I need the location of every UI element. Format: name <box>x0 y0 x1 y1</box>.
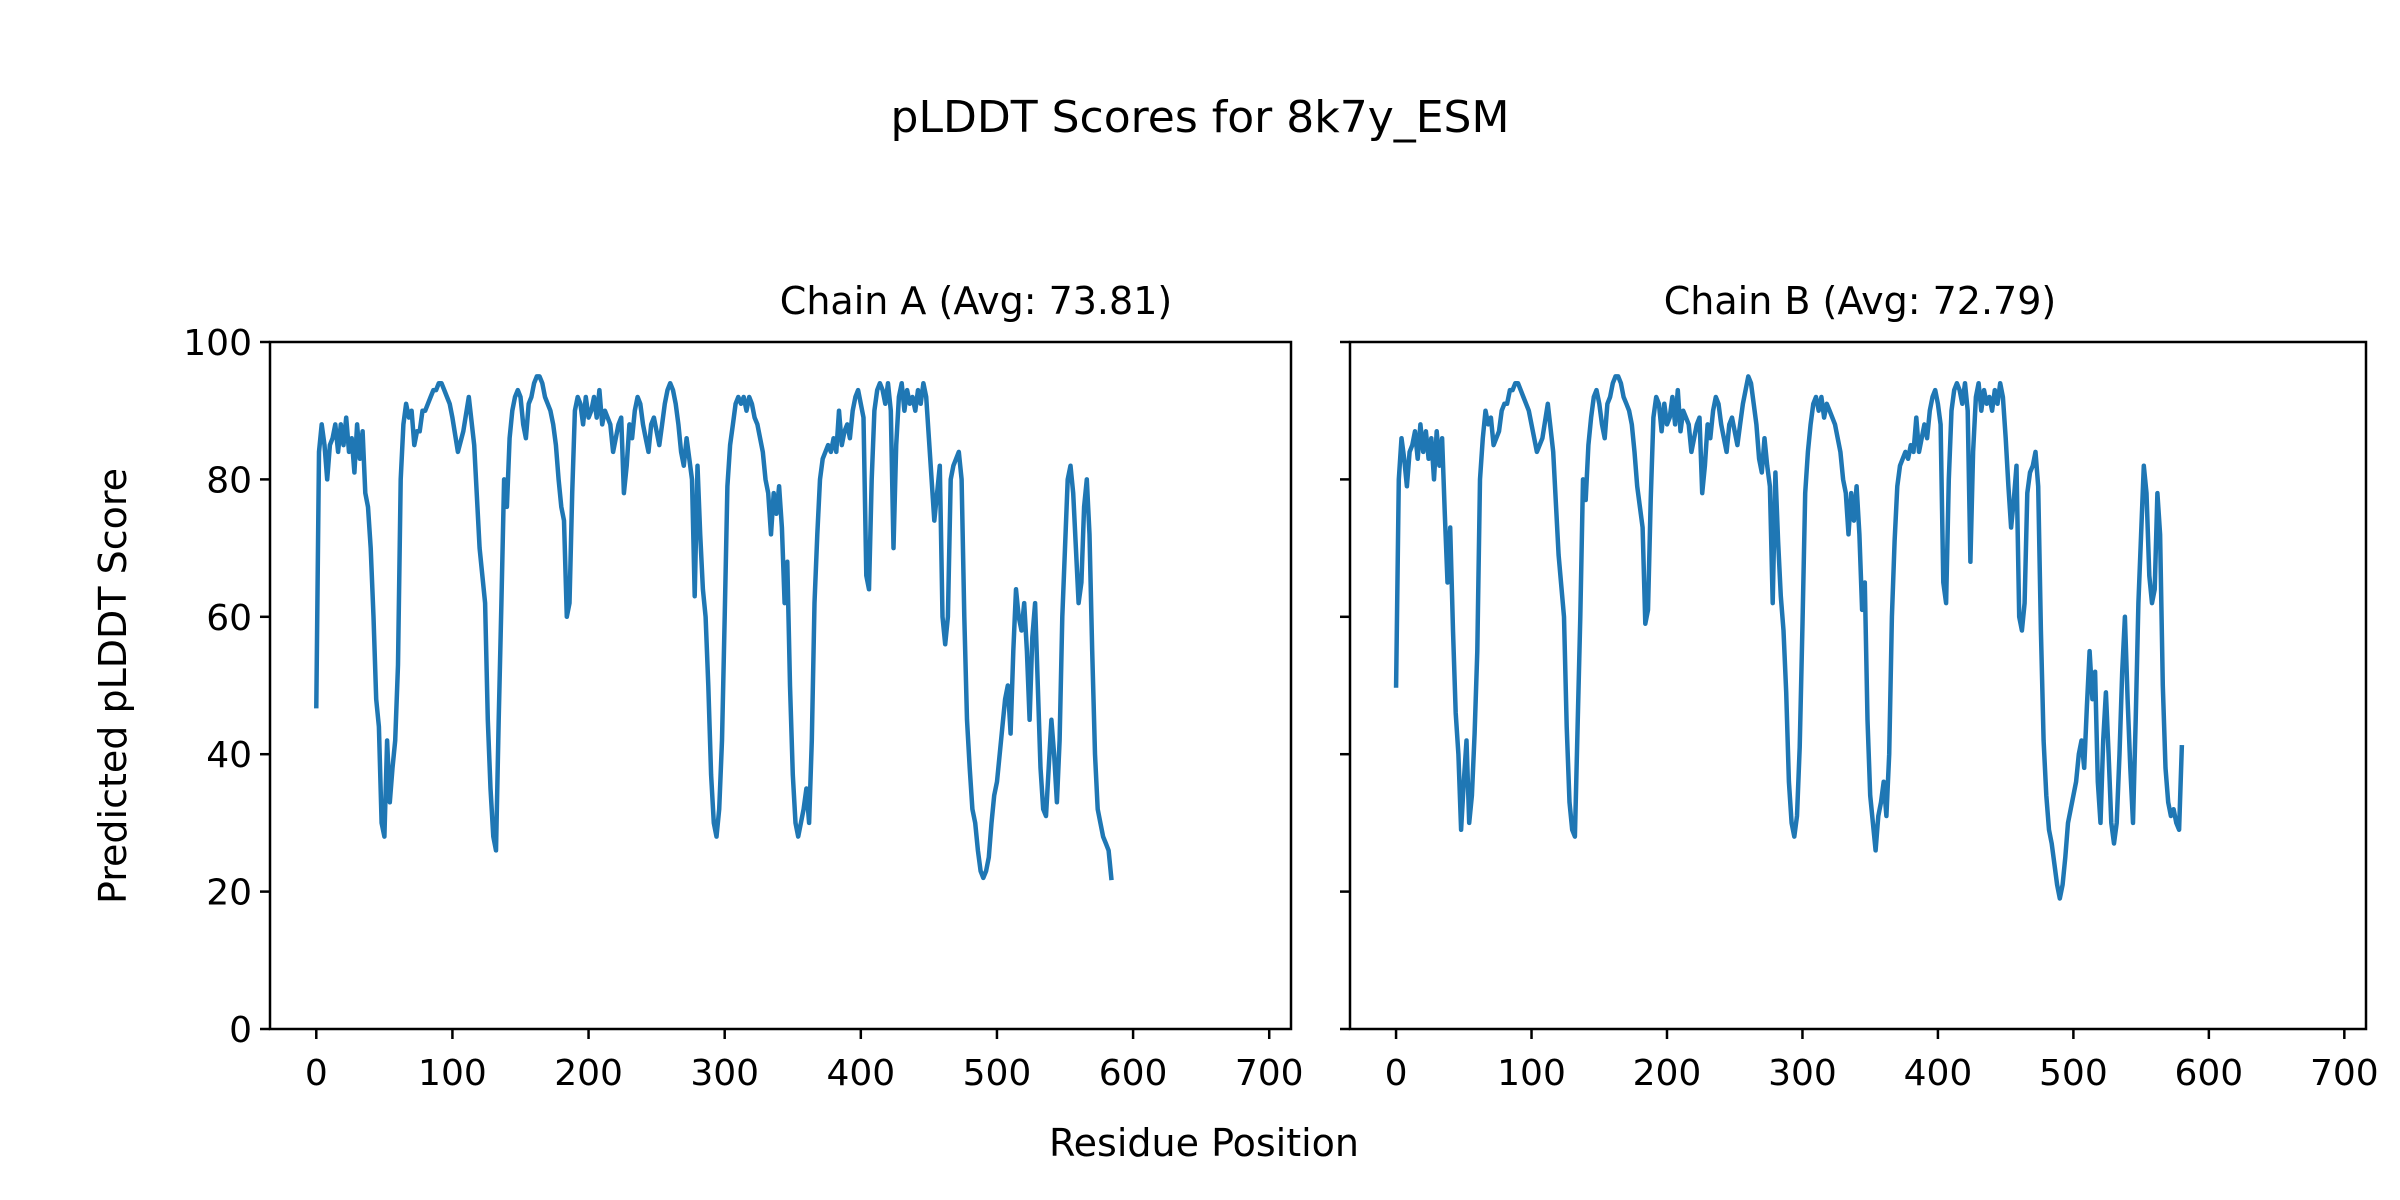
chain-a-x-tick-label: 400 <box>826 1053 895 1094</box>
chain-a-x-tick-label: 300 <box>690 1053 759 1094</box>
chain-a-x-tick-label: 0 <box>305 1053 328 1094</box>
chain-b-x-tick-label: 300 <box>1768 1053 1837 1094</box>
chain-a-x-tick-label: 200 <box>554 1053 623 1094</box>
chain-a-plddt-line <box>314 374 1114 881</box>
chain-b-panel: Chain B (Avg: 72.79) 0 100 200 300 400 500 600… <box>1340 279 2379 1094</box>
chain-a-x-ticks: 0 100 200 300 400 500 600 700 <box>305 1029 1304 1094</box>
chain-a-panel: Chain A (Avg: 73.81) 0 100 200 300 400 500 600… <box>183 279 1303 1094</box>
y-axis-label: Predicted pLDDT Score <box>91 468 135 904</box>
chain-a-x-tick-label: 500 <box>963 1053 1032 1094</box>
chain-b-y-ticks <box>1340 340 1350 1031</box>
chain-b-x-tick-label: 100 <box>1497 1053 1566 1094</box>
chain-a-y-ticks: 0 20 40 60 80 100 <box>183 323 270 1051</box>
chain-a-y-tick-label: 60 <box>206 598 252 639</box>
chain-b-x-tick-label: 500 <box>2039 1053 2108 1094</box>
chain-a-y-tick-label: 40 <box>206 735 252 776</box>
chain-a-x-tick-label: 100 <box>418 1053 487 1094</box>
chain-a-x-tick-label: 600 <box>1099 1053 1168 1094</box>
chain-a-y-tick-label: 100 <box>183 323 252 364</box>
chain-b-plot-frame <box>1348 340 2368 1031</box>
chain-b-x-tick-label: 400 <box>1904 1053 1973 1094</box>
x-axis-label: Residue Position <box>1049 1121 1359 1165</box>
chain-b-x-tick-label: 600 <box>2174 1053 2243 1094</box>
figure-title: pLDDT Scores for 8k7y_ESM <box>891 92 1510 143</box>
chain-b-plddt-line <box>1393 374 2185 901</box>
chain-a-x-tick-label: 700 <box>1235 1053 1304 1094</box>
chain-a-subtitle: Chain A (Avg: 73.81) <box>780 279 1172 323</box>
chain-b-x-tick-label: 700 <box>2310 1053 2379 1094</box>
chain-b-x-ticks: 0 100 200 300 400 500 600 700 <box>1385 1029 2379 1094</box>
chain-b-x-tick-label: 0 <box>1385 1053 1408 1094</box>
chain-b-x-tick-label: 200 <box>1633 1053 1702 1094</box>
chain-a-plot-frame <box>268 340 1293 1031</box>
chain-b-subtitle: Chain B (Avg: 72.79) <box>1664 279 2056 323</box>
chain-a-y-tick-label: 20 <box>206 873 252 914</box>
chain-a-y-tick-label: 80 <box>206 460 252 501</box>
chain-a-y-tick-label: 0 <box>229 1010 252 1051</box>
